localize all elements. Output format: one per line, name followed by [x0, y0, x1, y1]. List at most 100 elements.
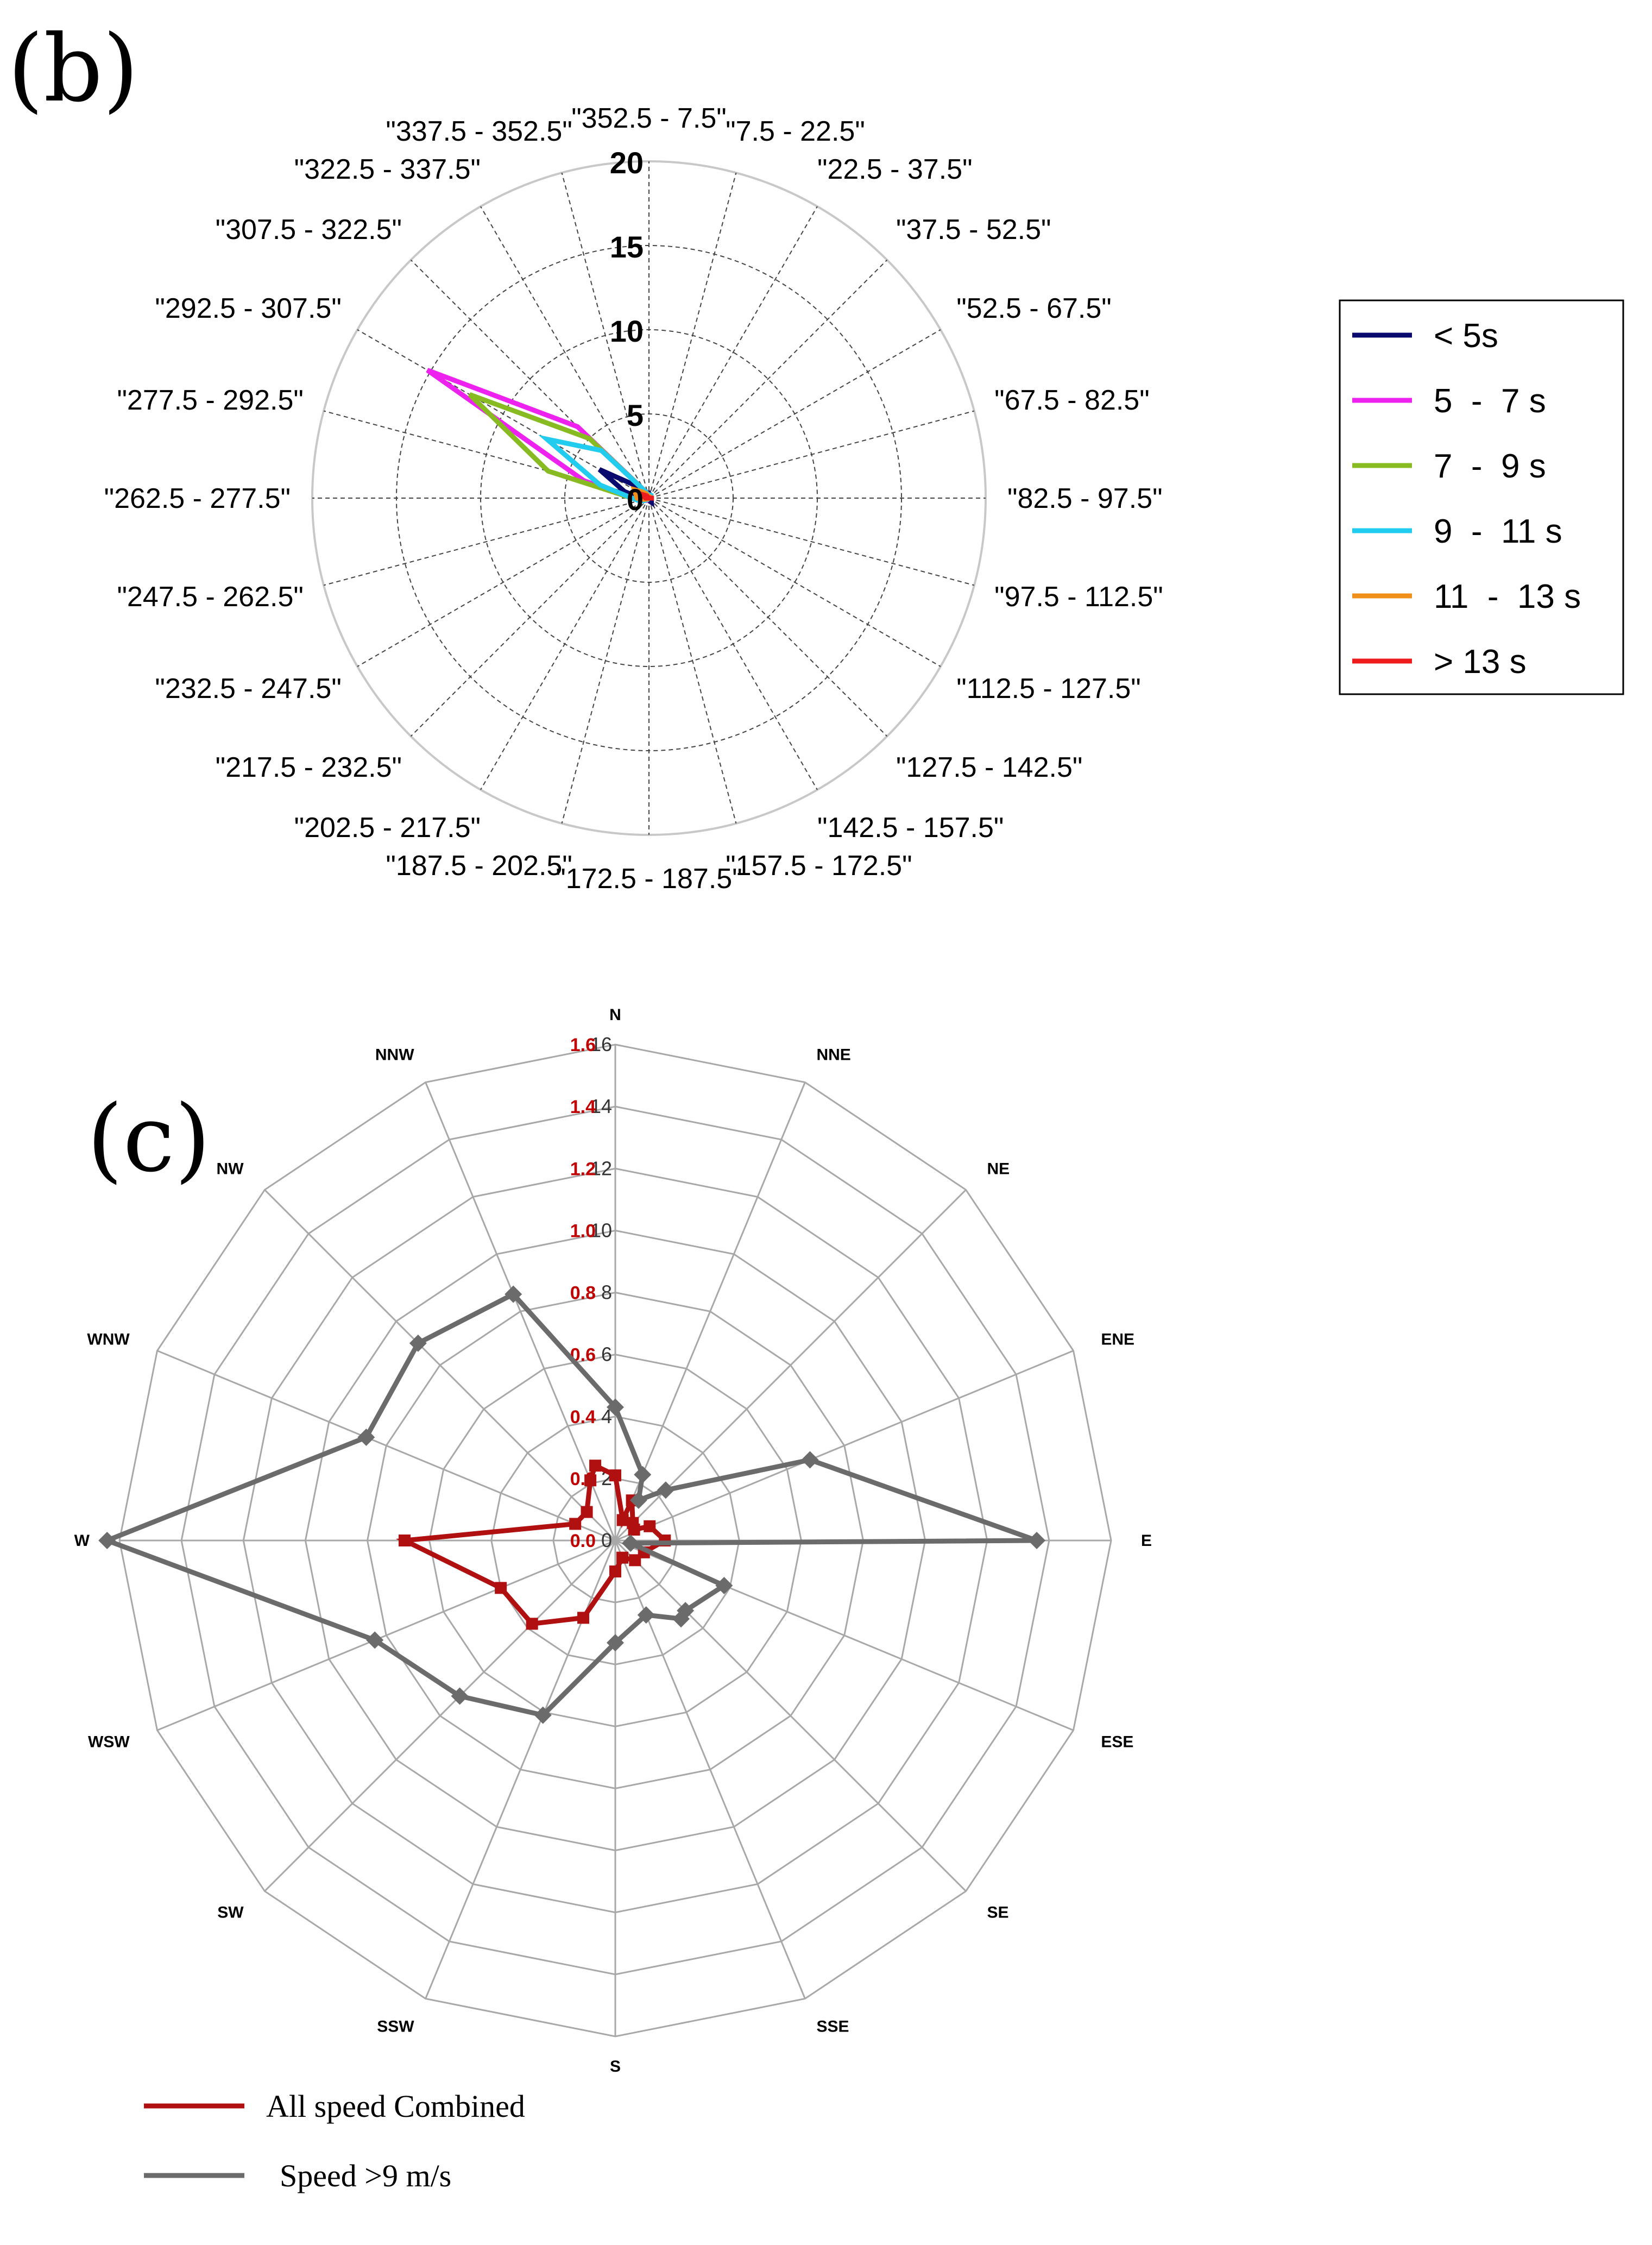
- series-5-line: [639, 490, 654, 501]
- series-1-point: [629, 1491, 647, 1509]
- series-0-point: [577, 1612, 590, 1624]
- series-0-point: [628, 1524, 640, 1536]
- spoke: [480, 206, 650, 499]
- series-1-point: [634, 1466, 652, 1483]
- direction-label: "7.5 - 22.5": [726, 116, 865, 147]
- direction-label: WNW: [87, 1331, 130, 1349]
- series-1-point: [607, 1398, 624, 1416]
- direction-label: "202.5 - 217.5": [294, 812, 481, 844]
- tick-all-combined: 1.4: [570, 1097, 596, 1117]
- radial-tick-label: 0: [627, 482, 644, 517]
- spoke: [264, 1189, 616, 1542]
- series-1-point: [98, 1532, 116, 1549]
- spoke: [156, 1350, 616, 1542]
- spoke: [648, 498, 941, 667]
- direction-label: SW: [217, 1903, 244, 1921]
- legend-label-4: 11 - 13 s: [1434, 578, 1581, 615]
- direction-label: ESE: [1101, 1733, 1133, 1751]
- panel-label-c: (c): [87, 1085, 211, 1193]
- direction-label: "112.5 - 127.5": [956, 673, 1141, 705]
- direction-label: ENE: [1101, 1331, 1134, 1349]
- panel-label-b: (b): [8, 15, 138, 123]
- tick-speed-gt9: 8: [601, 1281, 612, 1304]
- chart-c-direction-labels: N NNE NE ENE E ESE SE SSE S SSW SW WSW W WNW NW NNW: [74, 1006, 1152, 2076]
- series-0-point: [609, 1469, 621, 1482]
- direction-label: "187.5 - 202.5": [386, 850, 572, 882]
- radial-tick-label: 20: [610, 146, 644, 180]
- direction-label: "292.5 - 307.5": [155, 293, 341, 324]
- spoke: [614, 1189, 967, 1542]
- series-1-point: [451, 1687, 469, 1705]
- series-1-point: [409, 1334, 427, 1352]
- direction-label: "322.5 - 337.5": [294, 154, 481, 185]
- direction-label: "127.5 - 142.5": [896, 752, 1082, 783]
- direction-label: NE: [987, 1160, 1010, 1178]
- chart-b-radial-ticks: 0 5 10 15 20: [610, 146, 644, 517]
- spoke: [156, 1539, 616, 1731]
- direction-label: "262.5 - 277.5": [104, 483, 291, 514]
- series-1-point: [1028, 1532, 1046, 1549]
- spoke: [561, 498, 650, 824]
- spoke: [410, 498, 650, 737]
- legend-label-5: > 13 s: [1434, 643, 1527, 681]
- legend-box: [1339, 299, 1624, 695]
- direction-label: WSW: [88, 1733, 130, 1751]
- tick-all-combined: 1.0: [570, 1221, 596, 1241]
- series-0-point: [589, 1460, 602, 1472]
- direction-label: SE: [987, 1903, 1008, 1921]
- direction-label: "157.5 - 172.5": [726, 850, 912, 882]
- direction-label: SSW: [377, 2017, 414, 2035]
- series-0-point: [609, 1565, 621, 1578]
- spoke: [648, 329, 941, 499]
- direction-label: "307.5 - 322.5": [216, 214, 402, 246]
- tick-all-combined: 0.8: [570, 1283, 596, 1304]
- spoke: [648, 172, 737, 499]
- legend-label-2: 7 - 9 s: [1434, 448, 1546, 485]
- spoke: [648, 498, 888, 737]
- tick-speed-gt9: 10: [590, 1219, 612, 1241]
- direction-label: "172.5 - 187.5": [556, 863, 742, 895]
- direction-label: W: [74, 1532, 90, 1550]
- tick-speed-gt9: 16: [590, 1033, 612, 1055]
- tick-speed-gt9: 14: [590, 1095, 612, 1117]
- direction-label: "247.5 - 262.5": [117, 581, 303, 613]
- direction-label: "37.5 - 52.5": [896, 214, 1051, 246]
- tick-speed-gt9: 6: [601, 1343, 612, 1366]
- spoke: [648, 410, 975, 499]
- series-0-point: [616, 1551, 629, 1564]
- spoke: [614, 1539, 967, 1892]
- radial-tick-label: 15: [610, 230, 644, 264]
- series-1-point: [366, 1631, 384, 1649]
- series-0-point: [584, 1474, 597, 1487]
- chart-c-series: [98, 1285, 1046, 1724]
- spoke: [264, 1539, 616, 1892]
- direction-label: "142.5 - 157.5": [817, 812, 1004, 844]
- legend-label-0: All speed Combined: [266, 2089, 525, 2124]
- direction-label: NW: [217, 1160, 244, 1178]
- series-1-point: [505, 1285, 522, 1303]
- tick-all-combined: 0.4: [570, 1407, 596, 1428]
- direction-label: "52.5 - 67.5": [956, 293, 1112, 324]
- direction-label: NNW: [375, 1046, 414, 1064]
- direction-label: SSE: [816, 2017, 849, 2035]
- tick-all-combined: 1.6: [570, 1035, 596, 1055]
- direction-label: "337.5 - 352.5": [386, 116, 572, 147]
- direction-label: "217.5 - 232.5": [216, 752, 402, 783]
- spoke: [561, 172, 650, 499]
- series-0-point: [569, 1518, 582, 1530]
- series-0-point: [644, 1520, 656, 1532]
- series-1-point: [715, 1576, 733, 1594]
- series-1-point: [534, 1706, 552, 1724]
- spoke: [648, 259, 888, 499]
- series-1-point: [607, 1634, 624, 1652]
- tick-speed-gt9: 4: [601, 1405, 612, 1428]
- spoke: [480, 498, 650, 790]
- series-0-point: [616, 1514, 629, 1526]
- chart-b-direction-labels: "352.5 - 7.5""7.5 - 22.5" "22.5 - 37.5" "3…: [104, 103, 1163, 895]
- tick-all-combined: 1.2: [570, 1159, 596, 1179]
- series-1-point: [657, 1481, 674, 1499]
- direction-label: "67.5 - 82.5": [994, 385, 1150, 416]
- direction-label: S: [610, 2058, 621, 2076]
